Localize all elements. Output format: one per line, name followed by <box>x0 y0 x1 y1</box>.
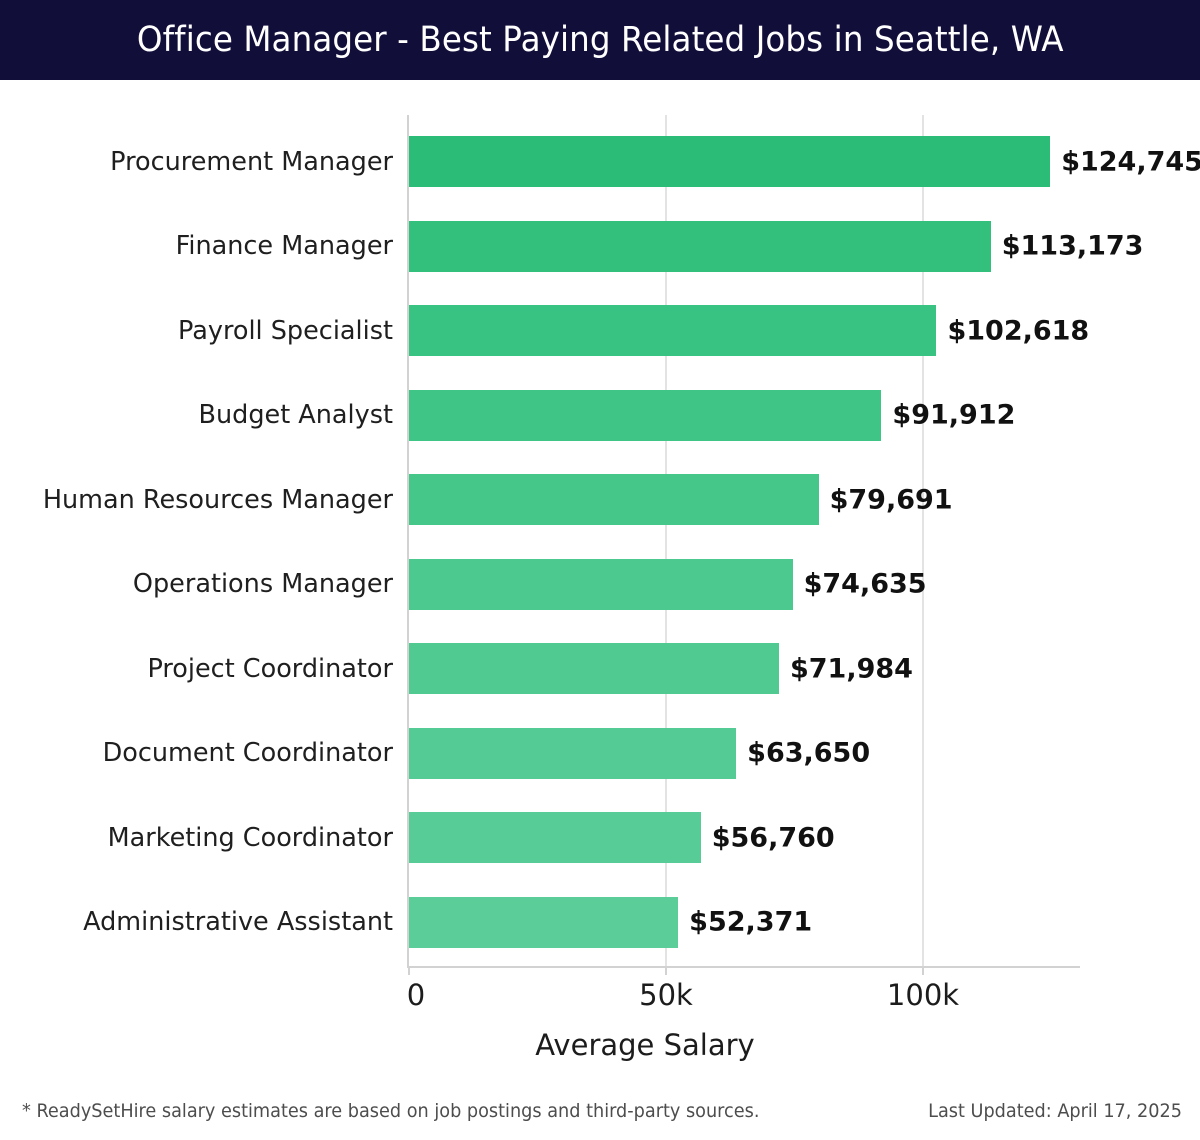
bar[interactable] <box>409 896 679 948</box>
bar-value-label: $91,912 <box>892 399 1016 431</box>
bar-row[interactable]: Document Coordinator $63,650 <box>0 727 1200 779</box>
tick-mark-0 <box>408 967 410 975</box>
tick-mark-50k <box>665 967 667 975</box>
bar[interactable] <box>409 727 737 779</box>
bar-value-label: $52,371 <box>689 906 813 938</box>
bar[interactable] <box>409 812 701 863</box>
bar-category-label: Marketing Coordinator <box>107 822 393 853</box>
bar-category-label: Administrative Assistant <box>83 907 393 937</box>
bar-category-label: Procurement Manager <box>110 146 393 177</box>
bar-value-label: $113,173 <box>1001 230 1144 262</box>
footer-disclaimer: * ReadySetHire salary estimates are base… <box>22 1100 760 1122</box>
x-axis-line <box>407 966 1080 968</box>
bar-row[interactable]: Payroll Specialist $102,618 <box>0 305 1200 356</box>
bar-row[interactable]: Operations Manager $74,635 <box>0 558 1200 610</box>
bar-category-label: Operations Manager <box>132 569 393 599</box>
bar-value-label: $56,760 <box>711 822 835 853</box>
bar-value-label: $102,618 <box>947 315 1090 346</box>
x-tick-label: 0 <box>406 978 426 1012</box>
x-tick-label: 50k <box>639 978 693 1012</box>
page-title: Office Manager - Best Paying Related Job… <box>136 20 1064 60</box>
footer-last-updated: Last Updated: April 17, 2025 <box>928 1100 1182 1122</box>
tick-mark-100k <box>922 967 924 975</box>
x-axis-title: Average Salary <box>0 1028 1200 1062</box>
gridline-100k <box>922 115 924 967</box>
bar-row[interactable]: Budget Analyst $91,912 <box>0 389 1200 441</box>
chart-plot-area: Procurement Manager $124,745 Finance Manag… <box>0 80 1200 1080</box>
bar[interactable] <box>409 389 882 441</box>
bar[interactable] <box>409 136 1051 187</box>
bar-value-label: $74,635 <box>803 568 927 600</box>
bar[interactable] <box>409 558 793 610</box>
bar-category-label: Project Coordinator <box>147 653 393 684</box>
bar[interactable] <box>409 220 991 272</box>
x-axis-title-text: Average Salary <box>535 1028 755 1062</box>
gridline-50k <box>665 115 667 967</box>
bar-row[interactable]: Human Resources Manager $79,691 <box>0 474 1200 525</box>
bar-value-label: $63,650 <box>747 737 871 769</box>
bar-value-label: $79,691 <box>829 484 953 515</box>
x-tick-label: 100k <box>886 978 960 1012</box>
bar[interactable] <box>409 474 819 525</box>
bar[interactable] <box>409 305 937 356</box>
bar-row[interactable]: Finance Manager $113,173 <box>0 220 1200 272</box>
footer: * ReadySetHire salary estimates are base… <box>0 1094 1200 1140</box>
chart-header-band: Office Manager - Best Paying Related Job… <box>0 0 1200 80</box>
y-axis-line <box>407 115 409 967</box>
bar-category-label: Finance Manager <box>175 231 393 261</box>
bar-category-label: Document Coordinator <box>102 738 393 768</box>
bar[interactable] <box>409 643 779 694</box>
bar-value-label: $124,745 <box>1061 146 1200 177</box>
bar-value-label: $71,984 <box>789 653 913 684</box>
bar-row[interactable]: Procurement Manager $124,745 <box>0 136 1200 187</box>
bar-category-label: Budget Analyst <box>198 400 393 430</box>
bar-category-label: Human Resources Manager <box>42 484 393 515</box>
bar-row[interactable]: Project Coordinator $71,984 <box>0 643 1200 694</box>
bar-row[interactable]: Marketing Coordinator $56,760 <box>0 812 1200 863</box>
bar-category-label: Payroll Specialist <box>178 315 393 346</box>
bar-row[interactable]: Administrative Assistant $52,371 <box>0 896 1200 948</box>
